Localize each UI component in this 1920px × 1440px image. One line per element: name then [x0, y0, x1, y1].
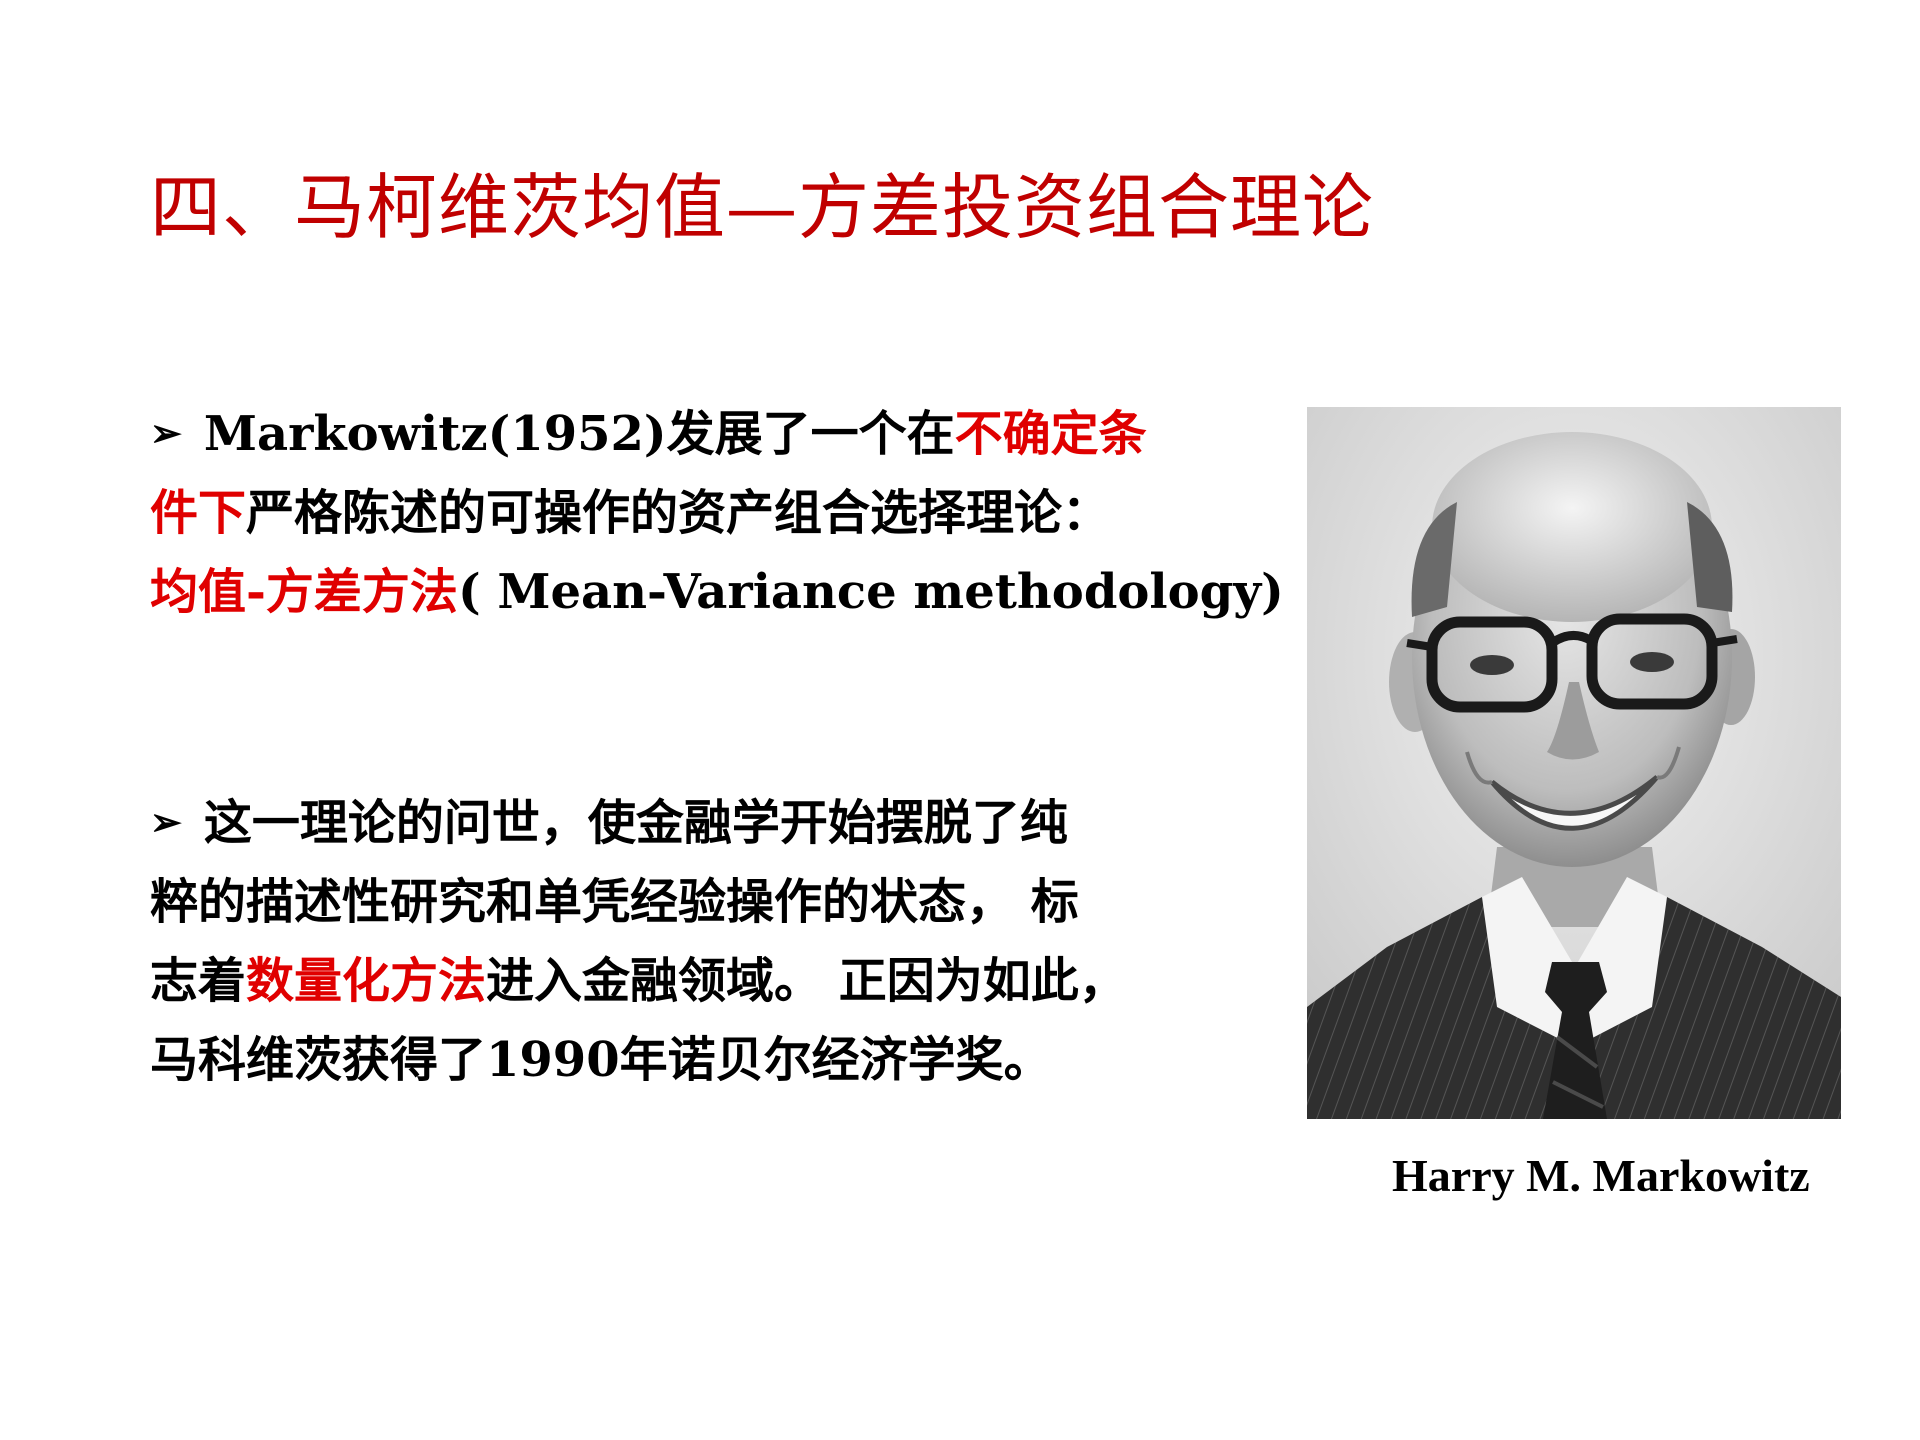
- paragraph-line: 均值-方差方法( Mean-Variance methodology): [150, 553, 1284, 632]
- text-run: 马科维茨获得了1990年诺贝尔经济学奖。: [150, 1032, 1052, 1088]
- highlight-text: 均值-方差方法: [150, 564, 458, 620]
- text-run: 粹的描述性研究和单凭经验操作的状态， 标: [150, 874, 1079, 930]
- arrow-bullet-icon: ➢: [150, 799, 182, 844]
- text-run: 进入金融领域。 正因为如此，: [486, 953, 1127, 1009]
- slide-title: 四、马柯维茨均值—方差投资组合理论: [150, 166, 1375, 249]
- highlight-text: 不确定条: [954, 406, 1147, 462]
- arrow-bullet-icon: ➢: [150, 410, 182, 455]
- paragraph-markowitz-theory: ➢ Markowitz(1952)发展了一个在不确定条 件下严格陈述的可操作的资产…: [150, 393, 1284, 632]
- paragraph-line: ➢ 这一理论的问世，使金融学开始摆脱了纯: [150, 782, 1240, 863]
- text-run: 严格陈述的可操作的资产组合选择理论：: [246, 485, 1111, 541]
- paragraph-line: 马科维茨获得了1990年诺贝尔经济学奖。: [150, 1021, 1240, 1100]
- paragraph-line: 件下严格陈述的可操作的资产组合选择理论：: [150, 474, 1240, 553]
- portrait-photo: [1307, 407, 1841, 1119]
- paragraph-line: 志着数量化方法进入金融领域。 正因为如此，: [150, 942, 1240, 1021]
- highlight-text: 数量化方法: [246, 953, 487, 1009]
- paragraph-line: 粹的描述性研究和单凭经验操作的状态， 标: [150, 863, 1240, 942]
- text-run: 这一理论的问世，使金融学开始摆脱了纯: [203, 795, 1068, 851]
- photo-caption: Harry M. Markowitz: [1392, 1150, 1810, 1201]
- text-run: ( Mean-Variance methodology): [457, 564, 1284, 620]
- highlight-text: 件下: [150, 485, 247, 541]
- text-run: Markowitz(1952)发展了一个在: [203, 406, 955, 462]
- paragraph-significance: ➢ 这一理论的问世，使金融学开始摆脱了纯 粹的描述性研究和单凭经验操作的状态， 标…: [150, 782, 1240, 1100]
- text-run: 志着: [150, 953, 247, 1009]
- paragraph-line: ➢ Markowitz(1952)发展了一个在不确定条: [150, 393, 1240, 474]
